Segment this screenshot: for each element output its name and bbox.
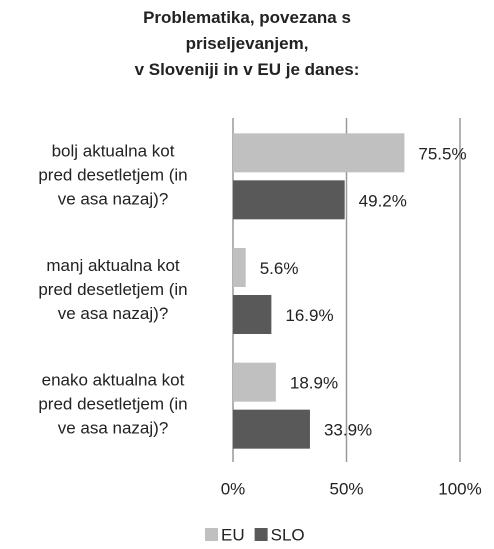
- bar: [233, 248, 246, 287]
- value-label: 5.6%: [260, 259, 299, 278]
- value-label: 16.9%: [285, 306, 333, 325]
- legend-swatch: [205, 528, 218, 541]
- legend-swatch: [254, 528, 268, 541]
- x-tick-label: 0%: [221, 479, 246, 498]
- value-label: 18.9%: [290, 374, 338, 393]
- category-label: enako aktualna kot pred desetletjem (in ve…: [38, 371, 187, 438]
- category-label: bolj aktualna kot pred desetletjem (in ve …: [38, 142, 187, 209]
- x-tick-label: 100%: [438, 479, 481, 498]
- chart-title: Problematika, povezana s priseljevanjem, v…: [135, 8, 360, 79]
- legend-label: SLO: [271, 525, 305, 544]
- x-tick-label: 50%: [329, 479, 363, 498]
- bar: [233, 362, 276, 402]
- value-label: 33.9%: [324, 421, 372, 440]
- bar: [233, 295, 272, 334]
- bar: [233, 180, 345, 220]
- value-label: 75.5%: [418, 144, 466, 163]
- category-label: manj aktualna kot pred desetletjem (in ve …: [38, 256, 187, 323]
- legend-label: EU: [221, 525, 245, 544]
- bar: [233, 133, 405, 173]
- bar: [233, 409, 310, 449]
- value-label: 49.2%: [359, 191, 407, 210]
